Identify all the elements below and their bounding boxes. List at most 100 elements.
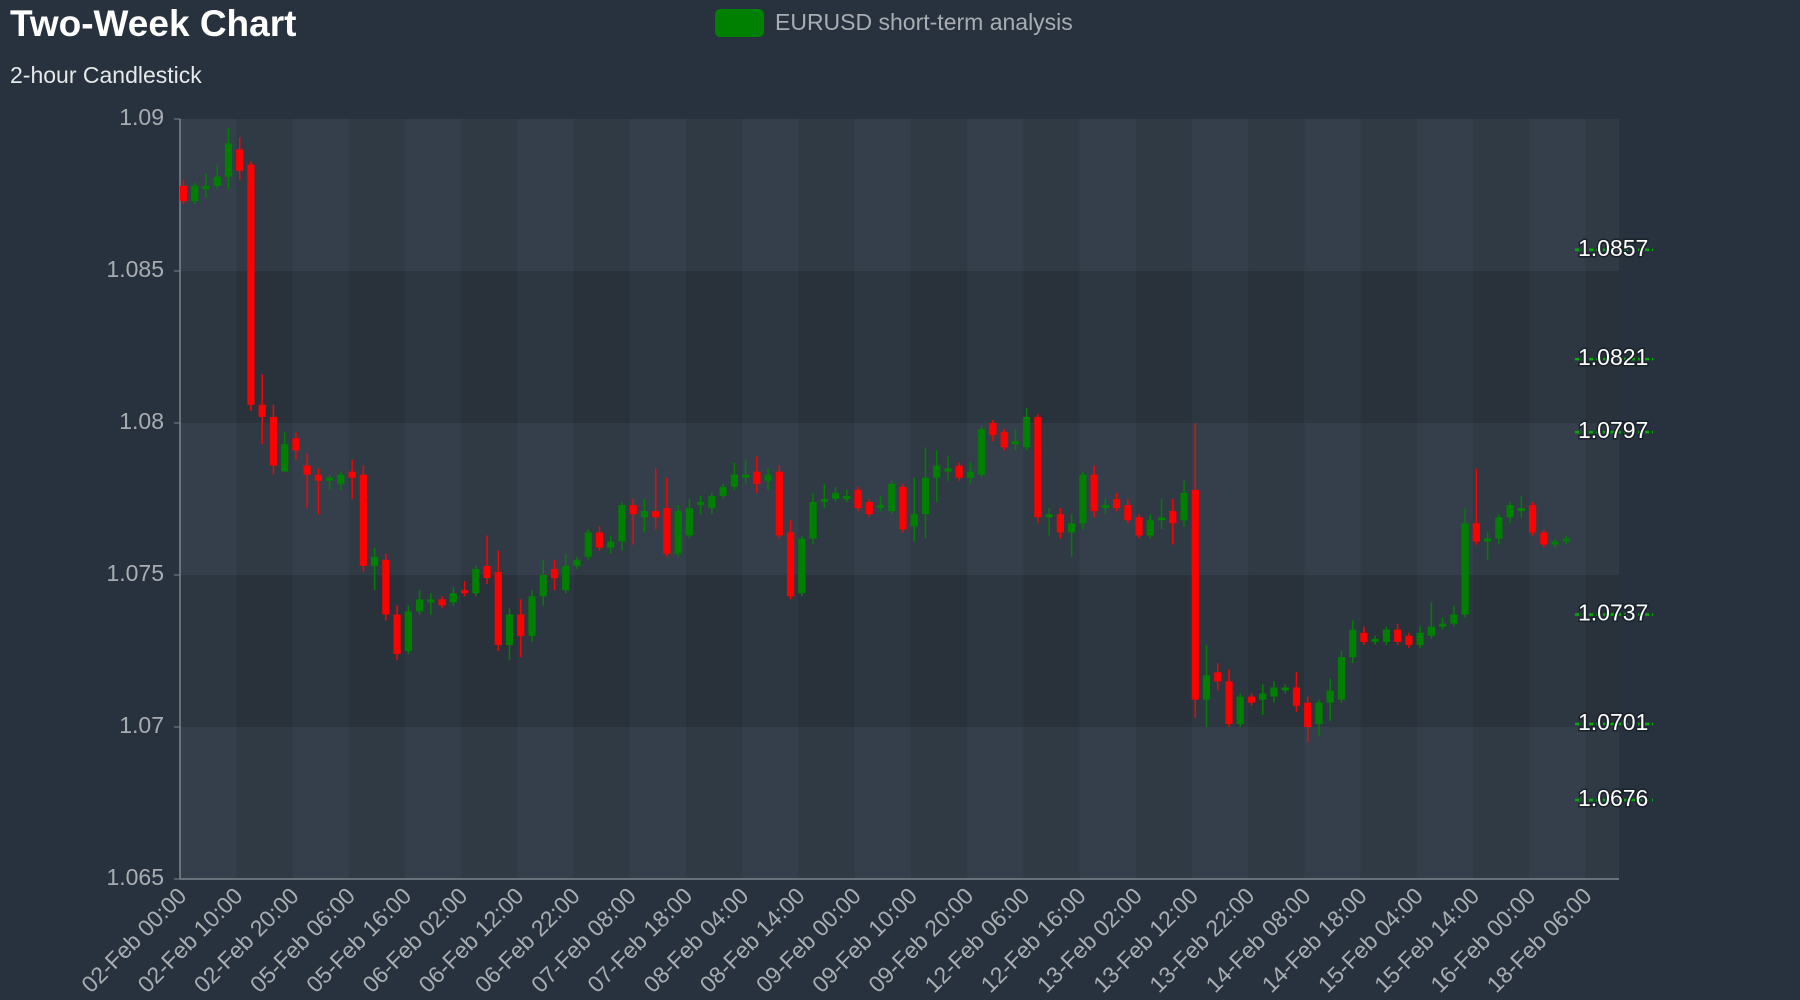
candle-body <box>674 511 682 554</box>
candle-body <box>1360 632 1368 642</box>
candle-body <box>764 474 772 481</box>
candle-body <box>978 429 986 475</box>
level-label: 1.0857 <box>1578 235 1648 261</box>
candle-body <box>966 471 975 478</box>
candle-body <box>224 143 233 177</box>
candle-body <box>1079 474 1087 524</box>
candle-body <box>1236 696 1244 724</box>
chart-subtitle: 2-hour Candlestick <box>10 62 202 88</box>
grid-band <box>1472 119 1530 879</box>
candle-body <box>269 416 278 466</box>
candle-body <box>843 495 851 499</box>
grid-band <box>1023 119 1080 879</box>
candle-body <box>281 444 289 472</box>
candle-body <box>1202 675 1211 700</box>
level-label: 1.0797 <box>1578 417 1648 443</box>
candle-body <box>415 599 424 612</box>
candle-body <box>348 471 356 478</box>
candle-body <box>1394 629 1402 642</box>
chart-title: Two-Week Chart <box>10 3 296 44</box>
candle-body <box>1304 702 1312 727</box>
candle-body <box>899 486 907 530</box>
candle-body <box>326 477 334 481</box>
candle-body <box>955 465 963 478</box>
candle-body <box>247 164 255 405</box>
candle-body <box>753 471 761 484</box>
level-label: 1.0676 <box>1578 785 1648 811</box>
candle-body <box>1191 489 1199 700</box>
candle-body <box>494 571 502 645</box>
candle-body <box>1225 681 1233 724</box>
candle-body <box>483 565 491 579</box>
candle-body <box>1562 538 1570 542</box>
candle-body <box>1427 626 1435 636</box>
candle-body <box>1483 538 1492 542</box>
grid-band <box>461 119 518 879</box>
grid-band <box>1585 119 1619 879</box>
candle-body <box>1495 517 1503 539</box>
candle-body <box>1292 687 1301 706</box>
y-tick-label: 1.085 <box>106 256 164 282</box>
level-label: 1.0821 <box>1578 344 1648 370</box>
candle-body <box>382 559 390 615</box>
candle-body <box>1517 508 1525 512</box>
candle-body <box>1416 632 1424 645</box>
candle-body <box>371 556 379 566</box>
candle-body <box>1056 514 1064 533</box>
candle-body <box>629 505 637 515</box>
candle-body <box>1180 492 1188 521</box>
candle-body <box>708 495 716 509</box>
candle-body <box>438 599 446 606</box>
candle-body <box>1270 687 1278 697</box>
y-tick-label: 1.08 <box>119 408 164 434</box>
y-tick-label: 1.07 <box>119 712 164 738</box>
candle-body <box>1101 505 1109 509</box>
candle-body <box>517 614 525 636</box>
candle-body <box>179 185 188 202</box>
candle-body <box>798 538 806 594</box>
candle-body <box>1011 441 1020 445</box>
candle-body <box>1090 474 1098 512</box>
candle-body <box>876 505 885 509</box>
candle-body <box>652 511 660 518</box>
candle-body <box>1247 696 1256 703</box>
candle-body <box>921 477 930 515</box>
candle-body <box>472 568 480 594</box>
y-tick-label: 1.09 <box>119 104 164 130</box>
candle-body <box>1349 629 1357 658</box>
candle-body <box>202 185 210 189</box>
candle-body <box>213 176 221 186</box>
grid-band <box>1360 119 1417 879</box>
grid-band <box>1248 119 1305 879</box>
candle-body <box>663 508 671 554</box>
level-label: 1.0737 <box>1578 600 1648 626</box>
candle-body <box>1000 432 1008 448</box>
candle-body <box>1472 523 1480 542</box>
candle-body <box>607 541 615 548</box>
candle-body <box>1450 614 1458 624</box>
candle-body <box>562 565 570 591</box>
candle-body <box>1068 523 1076 533</box>
candle-body <box>337 474 345 484</box>
candle-body <box>1214 672 1222 682</box>
candle-body <box>595 532 604 548</box>
candle-body <box>809 502 817 539</box>
y-tick-label: 1.075 <box>106 560 164 586</box>
y-tick-label: 1.065 <box>106 864 164 890</box>
candle-body <box>719 486 727 496</box>
candle-body <box>618 505 626 542</box>
candle-body <box>888 483 896 512</box>
candle-body <box>1113 499 1121 509</box>
candle-body <box>1124 505 1132 521</box>
candle-body <box>1135 517 1143 536</box>
candle-body <box>640 511 649 518</box>
candle-body <box>1506 505 1514 518</box>
candle-body <box>539 575 547 597</box>
candle-body <box>303 465 311 475</box>
candle-body <box>1551 541 1559 545</box>
candle-body <box>831 492 840 499</box>
candle-body <box>258 404 266 417</box>
level-label: 1.0701 <box>1578 709 1648 735</box>
